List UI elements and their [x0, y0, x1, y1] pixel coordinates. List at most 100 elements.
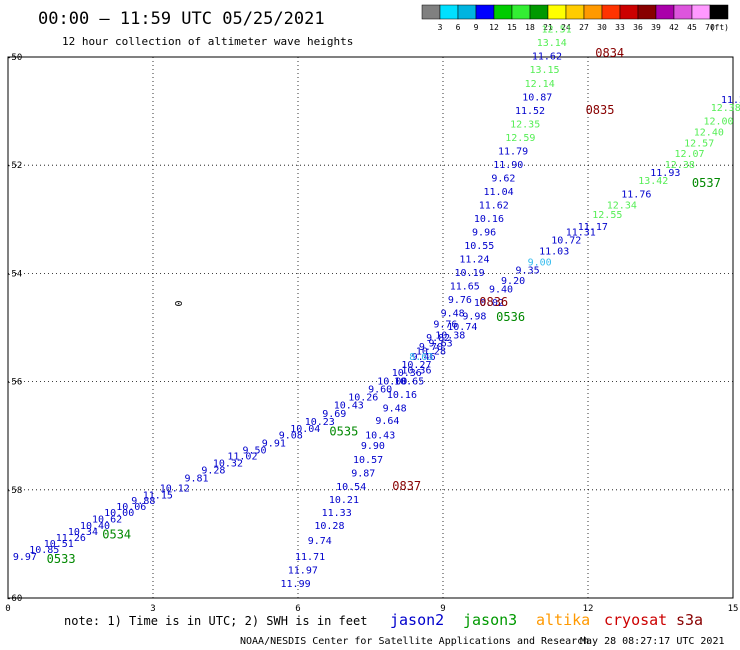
wave-height-label: 12.59: [505, 133, 535, 144]
wave-height-label: 10.32: [213, 459, 243, 470]
wave-height-label: 10.34: [68, 527, 98, 538]
wave-height-label: 10.19: [455, 268, 485, 279]
legend-swatch: [709, 4, 729, 20]
legend-swatch: [421, 4, 441, 20]
pass-time-label: 0835: [586, 103, 615, 117]
pass-time-label: 0834: [595, 46, 624, 60]
satellite-s3a: s3a: [676, 611, 703, 629]
wave-height-label: 9.87: [351, 468, 375, 479]
wave-height-label: 9.60: [368, 384, 392, 395]
legend-bin-label: 12: [489, 23, 499, 32]
wave-height-label: 12.07: [674, 149, 704, 160]
wave-height-label: 9.70: [419, 342, 443, 353]
wave-height-label: 8.63: [409, 352, 433, 363]
wave-height-label: 12.00: [703, 117, 733, 128]
wave-height-label: 13.15: [529, 65, 559, 76]
legend-bin-label: 15: [507, 23, 517, 32]
wave-height-label: 9.63: [429, 338, 453, 349]
wave-height-label: 10.21: [329, 495, 359, 506]
wave-height-label: 11.24: [459, 255, 489, 266]
legend-bin-label: 9: [474, 23, 479, 32]
legend-bin-label: 36: [633, 23, 643, 32]
y-tick-label: -60: [6, 594, 22, 604]
wave-height-label: 11.90: [493, 160, 523, 171]
y-tick-label: -52: [6, 161, 22, 171]
color-legend: 3 6 9 12 15 18 21 24 27 30 33 36 39 42 45 70(ft): [421, 4, 729, 32]
wave-height-label: 10.16: [387, 390, 417, 401]
wave-height-label: 10.72: [551, 236, 581, 247]
x-tick-label: 9: [440, 604, 445, 614]
wave-height-label: 10.65: [394, 376, 424, 387]
x-tick-label: 15: [728, 604, 739, 614]
legend-swatch: [547, 4, 567, 20]
wave-height-label: 12.14: [525, 79, 555, 90]
legend-swatch: [565, 4, 585, 20]
legend-unit: (ft): [710, 23, 729, 32]
wave-height-label: 9.50: [242, 446, 266, 457]
y-tick-label: -54: [6, 269, 22, 279]
pass-time-label: 0534: [102, 527, 131, 541]
x-axis-ticks: 0 3 6 9 12 15: [5, 604, 738, 614]
legend-bin-label: 33: [615, 23, 625, 32]
pass-time-label: 0533: [47, 552, 76, 566]
legend-bin-label: 3: [438, 23, 443, 32]
wave-height-label: 13.14: [537, 38, 567, 49]
wave-height-label: 9.90: [361, 441, 385, 452]
legend-swatch: [457, 4, 477, 20]
wave-height-label: 9.96: [472, 228, 496, 239]
legend-swatch: [655, 4, 675, 20]
pass-time-label: 0837: [392, 479, 421, 493]
wave-height-label: 11.62: [479, 200, 509, 211]
pass-time-label: 0537: [692, 176, 721, 190]
wave-height-label: 10.36: [401, 365, 431, 376]
wave-height-label: 9.81: [184, 474, 208, 485]
wave-height-label: 10.02: [474, 298, 504, 309]
wave-height-label: 10.85: [29, 545, 59, 556]
note-text: note: 1) Time is in UTC; 2) SWH is in fe…: [64, 614, 367, 628]
wave-height-label: 11.31: [566, 228, 596, 239]
wave-height-label: 10.74: [447, 322, 477, 333]
wave-height-label: 10.12: [160, 483, 190, 494]
wave-height-label: 10.04: [290, 424, 320, 435]
legend-bin-label: 30: [597, 23, 607, 32]
wave-height-label: 11.17: [578, 222, 608, 233]
legend-swatch: [529, 4, 549, 20]
wave-height-label: 9.20: [501, 276, 525, 287]
y-tick-label: -58: [6, 486, 22, 496]
wave-height-label: 11.97: [288, 566, 318, 577]
footer-timestamp: May 28 08:27:17 UTC 2021: [580, 636, 725, 647]
wave-height-label: 12.38: [665, 160, 695, 171]
x-tick-label: 12: [583, 604, 594, 614]
satellite-cryosat: cryosat: [604, 611, 667, 629]
wave-height-label: 11.99: [281, 579, 311, 590]
wave-height-label: 12.34: [607, 200, 637, 211]
wave-height-label: 9.91: [262, 439, 286, 450]
wave-height-label: 9.88: [131, 496, 155, 507]
wave-height-label: 10.23: [305, 417, 335, 428]
legend-swatch: [691, 4, 711, 20]
wave-height-label: 10.28: [314, 521, 344, 532]
wave-height-label: 12.55: [592, 210, 622, 221]
satellite-jason3: jason3: [463, 611, 517, 629]
satellite-altika: altika: [536, 611, 590, 629]
wave-height-label: 10.26: [348, 393, 378, 404]
wave-height-label: 9.28: [201, 466, 225, 477]
wave-height-label: 11.2: [721, 95, 740, 106]
satellite-legend: jason2 jason3 altika cryosat s3a: [390, 611, 703, 629]
grid-lines: [8, 57, 733, 598]
legend-bin-label: 21: [543, 23, 553, 32]
wave-height-label: 9.62: [491, 173, 515, 184]
wave-height-label: 11.52: [515, 106, 545, 117]
legend-bin-label: 42: [669, 23, 679, 32]
data-marks: 09.9710.8510.5111.2610.3410.4010.6210.00…: [13, 25, 740, 591]
wave-height-label: 10.55: [464, 241, 494, 252]
legend-swatch: [601, 4, 621, 20]
wave-height-label: 9.08: [279, 430, 303, 441]
legend-bin-label: 6: [456, 23, 461, 32]
wave-height-label: 11.76: [621, 190, 651, 201]
wave-height-label: 10.87: [522, 92, 552, 103]
wave-height-label: 11.04: [484, 187, 514, 198]
wave-height-label: 11.79: [498, 146, 528, 157]
wave-height-label: 9.35: [516, 265, 540, 276]
